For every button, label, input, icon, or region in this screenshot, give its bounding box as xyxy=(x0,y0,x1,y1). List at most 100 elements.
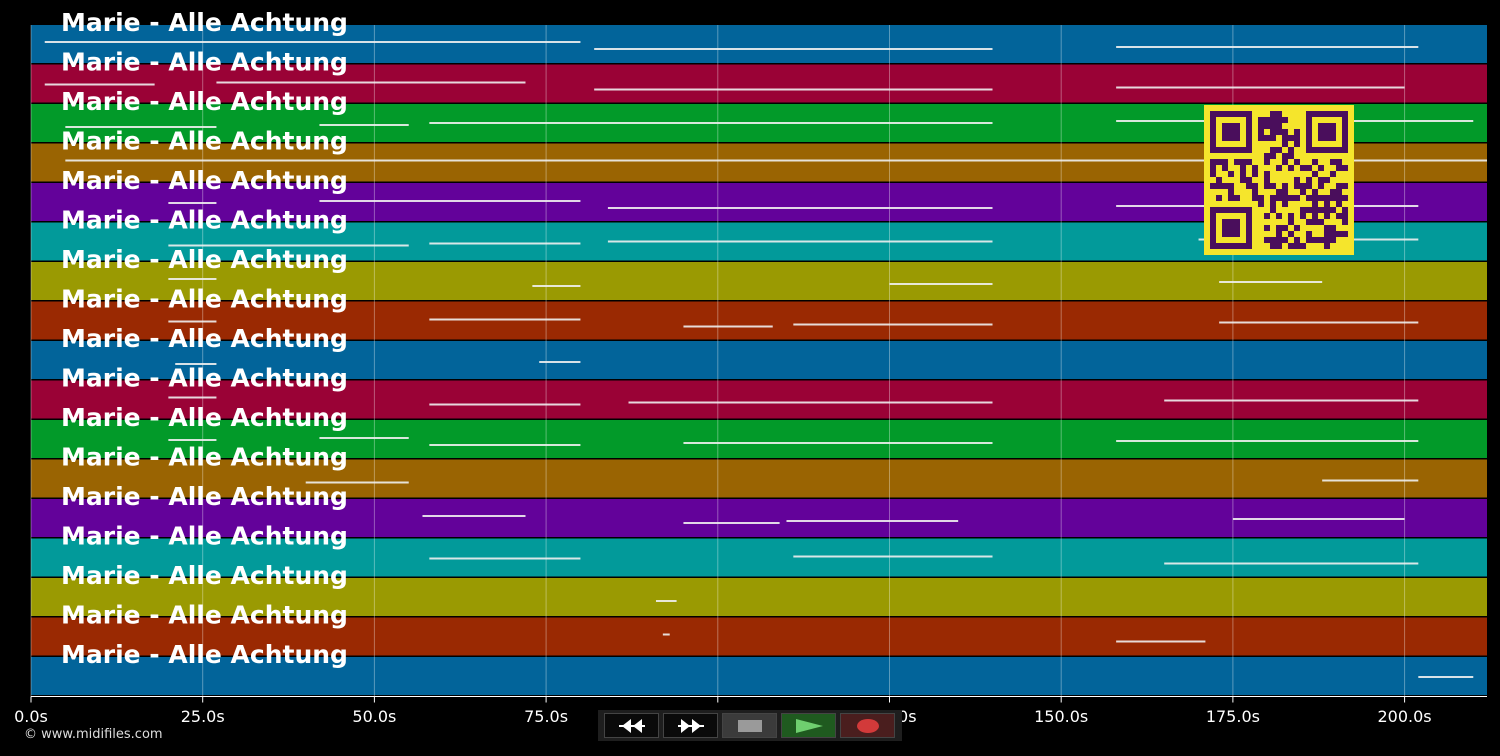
qr-module xyxy=(1312,207,1318,213)
qr-module xyxy=(1252,165,1258,171)
qr-module xyxy=(1324,201,1330,207)
track-label: Marie - Alle Achtung xyxy=(61,482,348,511)
qr-module xyxy=(1264,171,1270,177)
qr-module xyxy=(1300,207,1306,213)
tick-label: 25.0s xyxy=(181,707,225,726)
track-band xyxy=(31,578,1487,616)
qr-module xyxy=(1300,183,1306,189)
qr-module xyxy=(1330,171,1336,177)
qr-module xyxy=(1324,225,1330,231)
note-segment xyxy=(319,124,409,126)
play-icon xyxy=(795,718,823,733)
qr-module xyxy=(1312,201,1318,207)
qr-module xyxy=(1300,213,1306,219)
fast-forward-icon xyxy=(677,718,704,733)
qr-module xyxy=(1330,207,1336,213)
note-segment xyxy=(793,555,993,558)
qr-module xyxy=(1240,165,1246,171)
qr-module xyxy=(1264,183,1270,189)
qr-module xyxy=(1210,165,1216,171)
note-segment xyxy=(168,202,217,204)
note-segment xyxy=(422,515,526,517)
qr-module xyxy=(1270,147,1276,153)
qr-module xyxy=(1252,195,1258,201)
qr-module xyxy=(1240,171,1246,177)
qr-module xyxy=(1300,189,1306,195)
qr-module xyxy=(1324,231,1330,237)
qr-module xyxy=(1342,231,1348,237)
stop-icon xyxy=(737,719,762,732)
qr-module xyxy=(1276,225,1282,231)
qr-module xyxy=(1294,135,1300,141)
fast-forward-button[interactable] xyxy=(663,713,718,738)
qr-module xyxy=(1234,195,1240,201)
qr-module xyxy=(1306,165,1312,171)
note-segment xyxy=(429,557,581,560)
note-segment xyxy=(539,361,581,363)
qr-module xyxy=(1252,171,1258,177)
note-segment xyxy=(1219,281,1323,283)
qr-finder-core xyxy=(1222,219,1240,237)
note-segment xyxy=(532,285,581,287)
qr-module xyxy=(1282,153,1288,159)
qr-module xyxy=(1246,159,1252,165)
note-segment xyxy=(175,363,217,365)
qr-module xyxy=(1246,183,1252,189)
qr-module xyxy=(1240,177,1246,183)
qr-module xyxy=(1282,183,1288,189)
stop-button[interactable] xyxy=(722,713,777,738)
qr-module xyxy=(1324,177,1330,183)
note-segment xyxy=(168,439,217,441)
qr-module xyxy=(1318,219,1324,225)
note-segment xyxy=(1116,46,1419,48)
qr-code xyxy=(1204,105,1354,255)
qr-module xyxy=(1282,135,1288,141)
qr-module xyxy=(1258,117,1264,123)
qr-module xyxy=(1276,237,1282,243)
rewind-icon xyxy=(618,718,645,733)
qr-module xyxy=(1264,213,1270,219)
tick-label: 75.0s xyxy=(524,707,568,726)
note-segment xyxy=(594,48,993,50)
note-segment xyxy=(44,83,155,86)
qr-module xyxy=(1240,159,1246,165)
qr-module xyxy=(1324,195,1330,201)
note-segment xyxy=(683,325,773,328)
tick-label: 150.0s xyxy=(1034,707,1088,726)
note-segment xyxy=(1164,399,1419,402)
qr-module xyxy=(1282,201,1288,207)
qr-module xyxy=(1342,183,1348,189)
record-button[interactable] xyxy=(840,713,895,738)
qr-module xyxy=(1306,183,1312,189)
qr-module xyxy=(1306,195,1312,201)
track-band xyxy=(31,459,1487,498)
qr-module xyxy=(1270,183,1276,189)
track-band xyxy=(31,538,1487,577)
qr-module xyxy=(1216,195,1222,201)
qr-module xyxy=(1294,183,1300,189)
qr-module xyxy=(1330,159,1336,165)
play-button[interactable] xyxy=(781,713,836,738)
note-segment xyxy=(1116,640,1206,643)
qr-module xyxy=(1330,189,1336,195)
qr-module xyxy=(1312,159,1318,165)
note-segment xyxy=(168,244,409,247)
tick-label: 175.0s xyxy=(1206,707,1260,726)
tick-label: 0.0s xyxy=(14,707,48,726)
qr-module xyxy=(1324,207,1330,213)
qr-module xyxy=(1216,183,1222,189)
qr-module xyxy=(1258,201,1264,207)
rewind-button[interactable] xyxy=(604,713,659,738)
qr-module xyxy=(1294,195,1300,201)
qr-module xyxy=(1288,165,1294,171)
qr-module xyxy=(1252,183,1258,189)
track-label: Marie - Alle Achtung xyxy=(61,640,348,669)
track-band xyxy=(31,617,1487,656)
qr-module xyxy=(1318,183,1324,189)
track-band xyxy=(31,341,1487,379)
qr-module xyxy=(1270,237,1276,243)
qr-module xyxy=(1282,237,1288,243)
qr-module xyxy=(1276,243,1282,249)
note-segment xyxy=(319,200,581,202)
note-segment xyxy=(305,481,409,484)
